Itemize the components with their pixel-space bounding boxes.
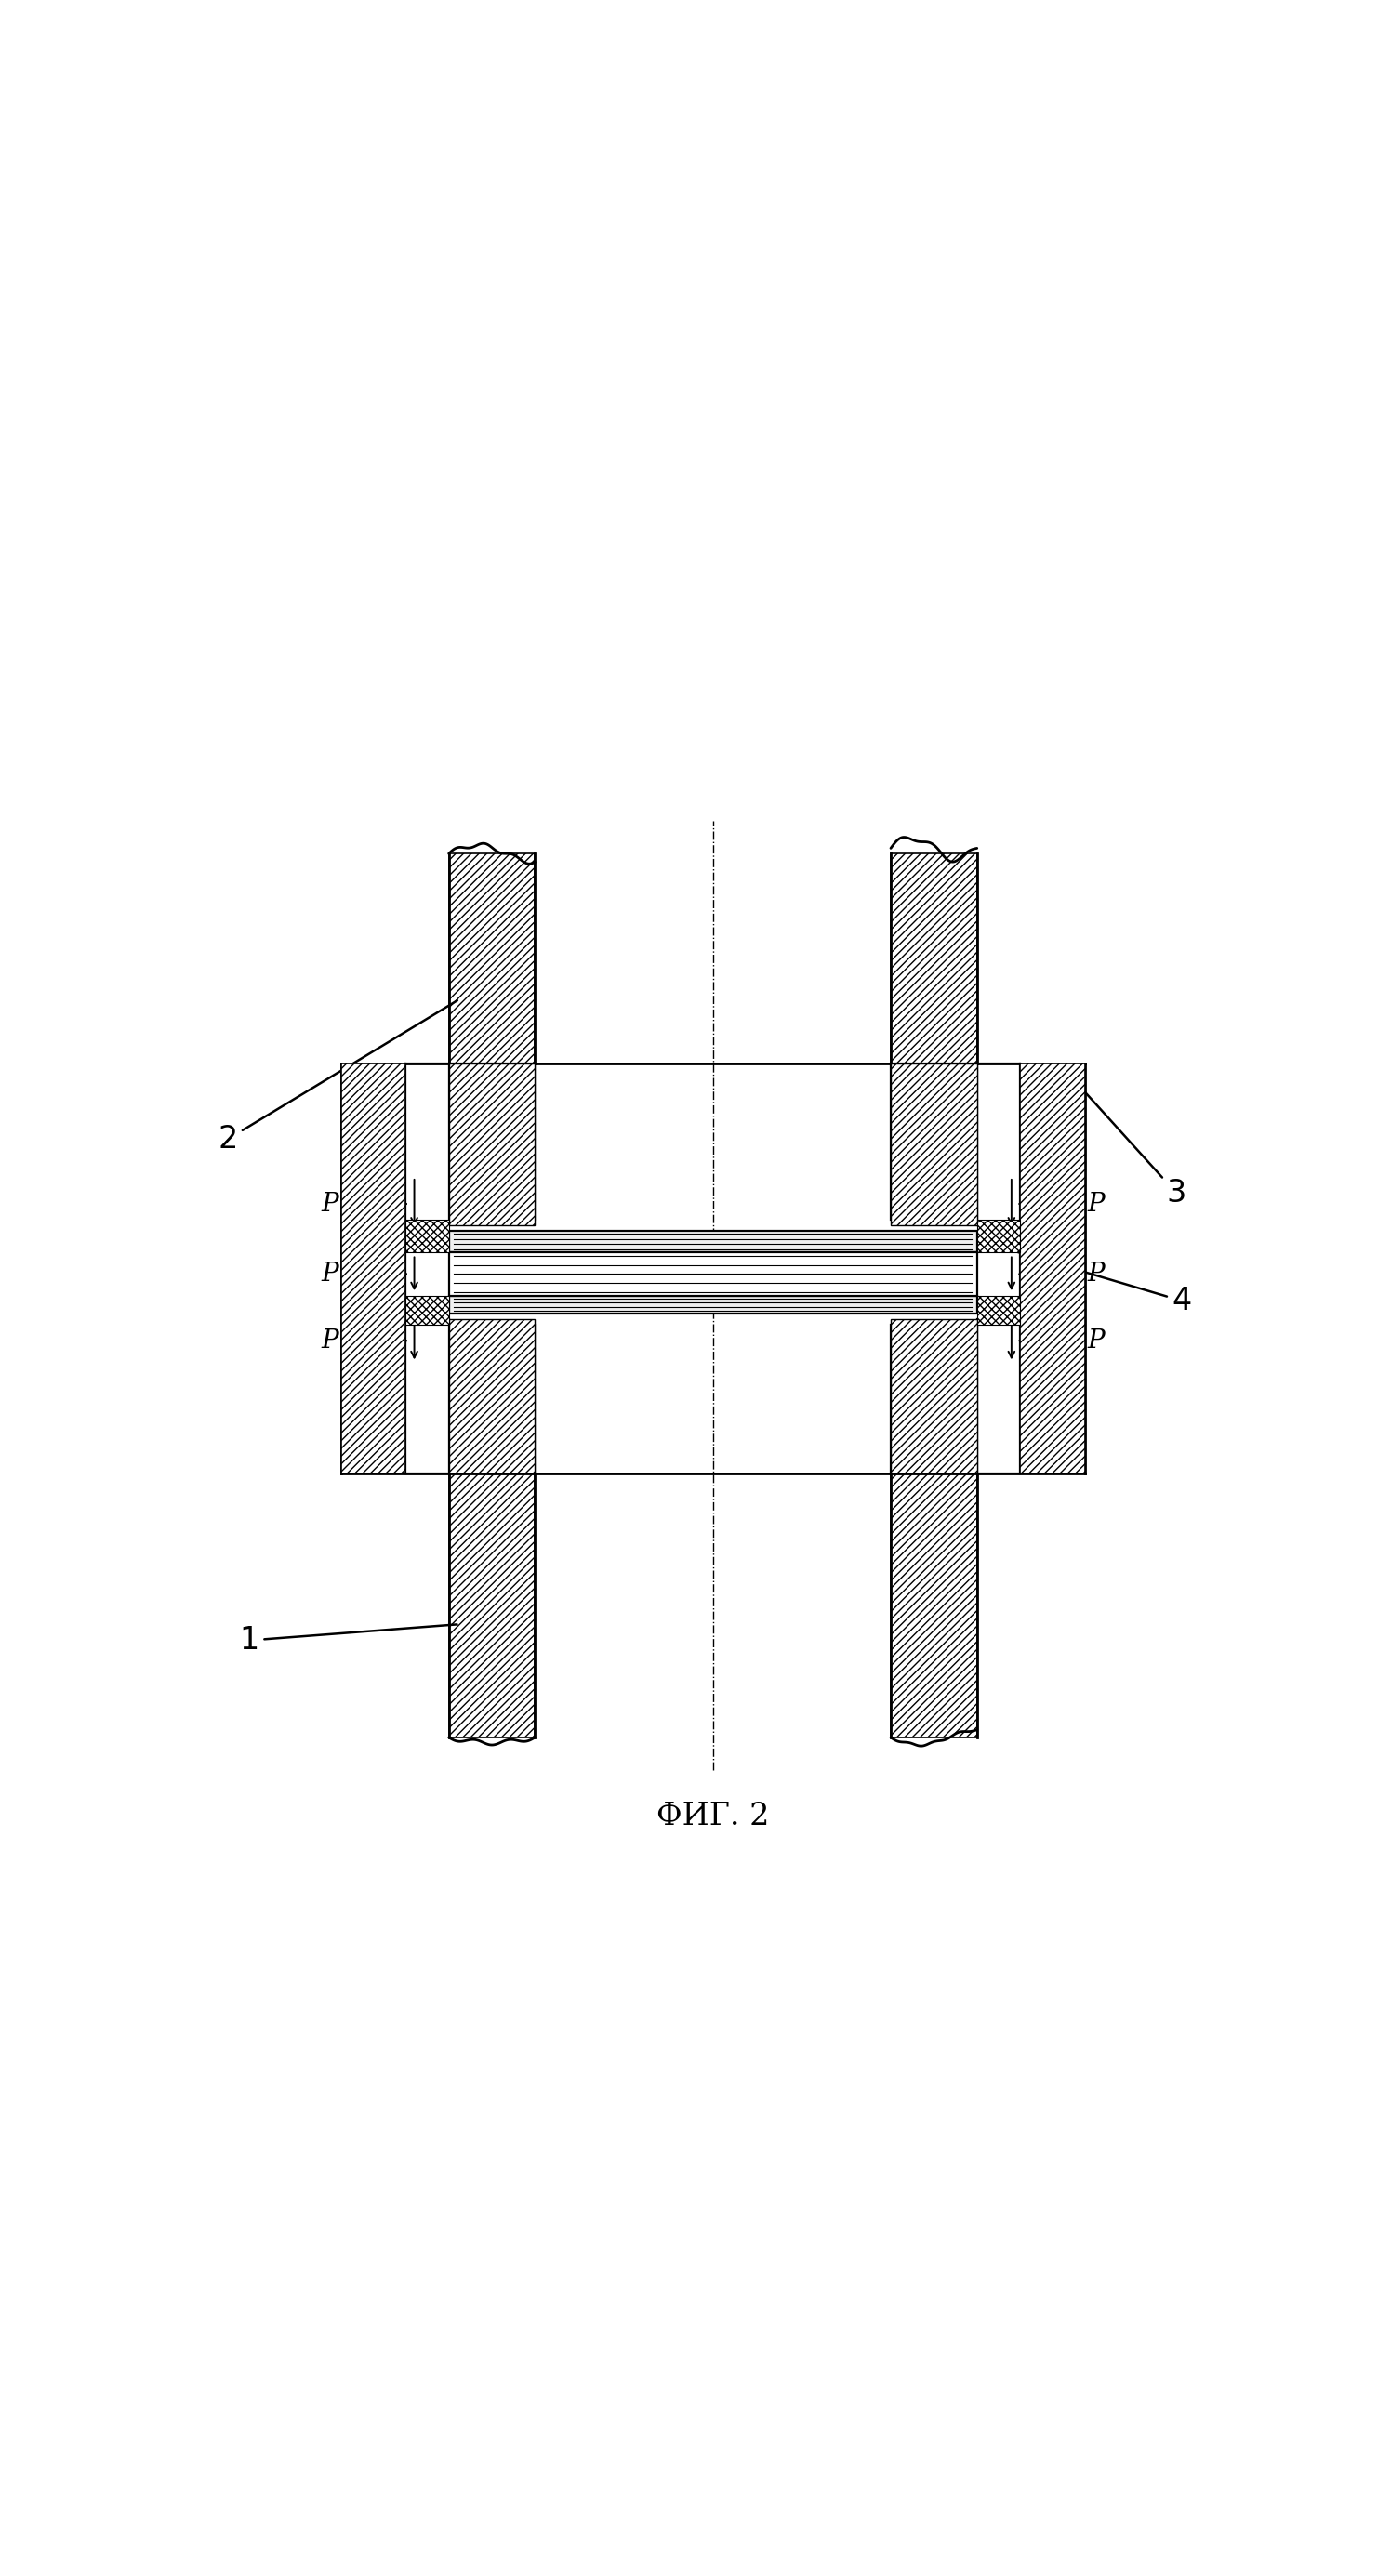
Text: 3: 3 bbox=[1075, 1082, 1187, 1208]
Bar bbox=[449, 1296, 976, 1314]
Bar bbox=[341, 1064, 406, 1473]
Bar bbox=[406, 1296, 449, 1324]
Bar bbox=[976, 1296, 1020, 1324]
Bar bbox=[1020, 1064, 1085, 1473]
Text: P: P bbox=[1086, 1190, 1104, 1216]
Bar bbox=[449, 1231, 976, 1252]
Text: P: P bbox=[321, 1329, 339, 1352]
Text: 4: 4 bbox=[985, 1242, 1192, 1316]
Text: ФИГ. 2: ФИГ. 2 bbox=[657, 1801, 769, 1832]
Bar bbox=[449, 1064, 536, 1226]
Text: P: P bbox=[1086, 1329, 1104, 1352]
Text: P: P bbox=[321, 1262, 339, 1285]
Bar bbox=[976, 1221, 1020, 1252]
Bar bbox=[890, 1473, 976, 1736]
Bar bbox=[449, 853, 536, 1064]
Bar bbox=[449, 1319, 536, 1473]
Bar bbox=[890, 853, 976, 1064]
Bar bbox=[449, 1473, 536, 1736]
Text: 1: 1 bbox=[239, 1625, 458, 1656]
Text: 2: 2 bbox=[218, 999, 458, 1154]
Bar bbox=[449, 1252, 976, 1296]
Text: P: P bbox=[1086, 1262, 1104, 1285]
Bar bbox=[890, 1064, 976, 1226]
Text: P: P bbox=[321, 1190, 339, 1216]
Bar bbox=[406, 1221, 449, 1252]
Bar bbox=[890, 1319, 976, 1473]
